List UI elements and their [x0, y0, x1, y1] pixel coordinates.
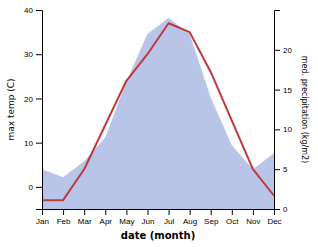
tick: Aug: [183, 209, 197, 226]
y2-axis: 0 5 10 15 20: [274, 11, 292, 215]
marks: [42, 18, 274, 209]
y-axis: 0 10 20 30 40: [24, 6, 42, 209]
tick-mark: [147, 209, 148, 215]
tick-mark: [253, 209, 254, 215]
tick-label: Apr: [100, 217, 113, 226]
tick-label: Mar: [78, 217, 92, 226]
tick-mark: [36, 187, 42, 188]
tick: Jun: [142, 209, 155, 226]
tick: Jan: [36, 209, 49, 226]
tick-label: 30: [24, 50, 33, 59]
tick-mark: [84, 209, 85, 215]
tick: Dec: [267, 209, 281, 226]
tick-label: May: [119, 217, 134, 226]
tick-label: 0: [283, 205, 288, 214]
tick: 20: [24, 95, 42, 104]
tick-mark: [36, 10, 42, 11]
x-axis: Jan Feb Mar Apr May Jun Jul Aug Sep Oct Nov Dec: [36, 209, 282, 226]
tick-mark: [211, 209, 212, 215]
tick-mark: [126, 209, 127, 215]
tick-mark: [274, 90, 280, 91]
x-axis-title: date (month): [121, 230, 195, 241]
tick: Nov: [246, 209, 260, 226]
tick: 15: [274, 86, 292, 95]
axis-line: [43, 210, 275, 216]
tick-label: Aug: [183, 217, 197, 226]
tick: 0: [274, 205, 288, 214]
tick: 10: [24, 139, 42, 148]
tick-label: 15: [283, 86, 292, 95]
tick-label: 20: [24, 95, 33, 104]
tick: 40: [24, 6, 42, 15]
tick-label: 0: [29, 183, 34, 192]
tick-label: Dec: [267, 217, 281, 226]
tick-label: 20: [283, 46, 292, 55]
plot: JanFebMarAprMayJunJulAugSepOctNovDec0102…: [6, 6, 309, 241]
tick-mark: [190, 209, 191, 215]
tick-mark: [274, 50, 280, 51]
tick: Sep: [204, 209, 219, 226]
tick: Feb: [57, 209, 71, 226]
tick-mark: [232, 209, 233, 215]
tick: Oct: [226, 209, 239, 226]
tick-mark: [274, 129, 280, 130]
tick-label: 5: [283, 165, 288, 174]
tick-label: Jan: [36, 217, 49, 226]
tick-label: 10: [283, 125, 292, 134]
chart: JanFebMarAprMayJunJulAugSepOctNovDec0102…: [0, 0, 318, 247]
tick: 5: [274, 165, 288, 174]
precipitation-area: [42, 18, 274, 209]
tick-mark: [36, 143, 42, 144]
y2-axis-title: med. precipitation (kg/m2): [300, 56, 309, 163]
axis-line: [275, 11, 281, 210]
tick-label: Jun: [142, 217, 155, 226]
temperature-line: [42, 23, 274, 200]
tick-label: Oct: [226, 217, 239, 226]
tick-mark: [63, 209, 64, 215]
tick-label: 10: [24, 139, 33, 148]
tick-label: Sep: [204, 217, 219, 226]
tick: 10: [274, 125, 292, 134]
tick: 30: [24, 50, 42, 59]
tick-label: Nov: [246, 217, 260, 226]
tick-mark: [274, 209, 280, 210]
tick-mark: [36, 98, 42, 99]
tick: 20: [274, 46, 292, 55]
tick-label: Feb: [57, 217, 71, 226]
tick-mark: [274, 169, 280, 170]
tick: Jul: [164, 209, 174, 226]
tick: Apr: [100, 209, 113, 226]
axis-line: [36, 11, 43, 210]
tick-mark: [105, 209, 106, 215]
tick: May: [119, 209, 134, 226]
y-axis-title: max temp (C): [6, 78, 16, 140]
tick: 0: [29, 183, 42, 192]
tick-label: Jul: [164, 217, 174, 226]
tick-label: 40: [24, 6, 33, 15]
tick: Mar: [78, 209, 92, 226]
tick-mark: [169, 209, 170, 215]
tick-mark: [36, 54, 42, 55]
